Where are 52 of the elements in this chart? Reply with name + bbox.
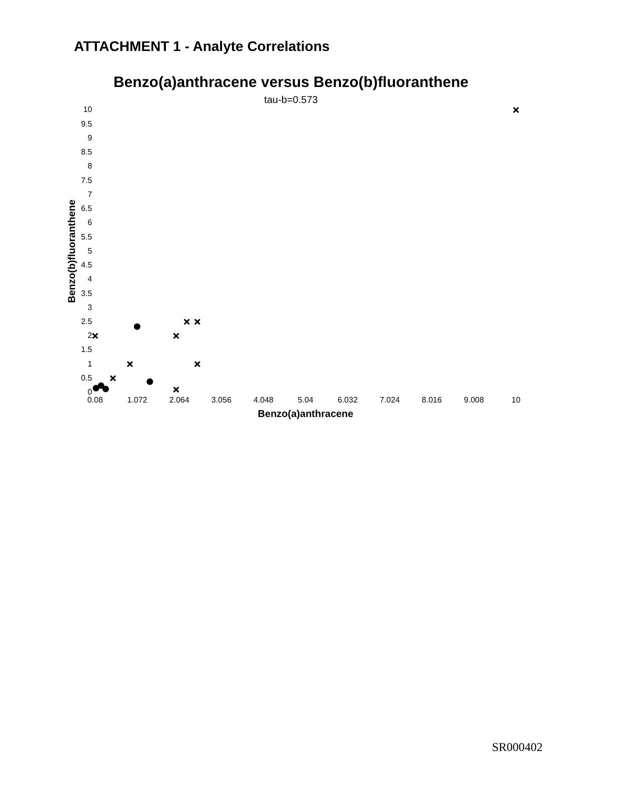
y-tick-label: 4.5 bbox=[80, 260, 93, 270]
y-tick-label: 10 bbox=[83, 105, 93, 114]
x-tick-label: 4.048 bbox=[253, 395, 274, 404]
x-tick-label: 9.008 bbox=[464, 395, 484, 404]
point bbox=[194, 360, 201, 368]
y-tick-label: 7 bbox=[88, 190, 93, 199]
y-tick-label: 5 bbox=[88, 246, 93, 256]
point bbox=[98, 382, 104, 389]
x-tick-label: 3.056 bbox=[211, 395, 232, 404]
point bbox=[92, 332, 98, 340]
y-tick-label: 8 bbox=[88, 162, 93, 171]
point bbox=[134, 323, 140, 330]
point bbox=[184, 318, 190, 326]
y-tick-label: 2.5 bbox=[80, 317, 93, 326]
x-tick-label: 10 bbox=[512, 395, 521, 404]
y-tick-label: 9 bbox=[88, 133, 93, 142]
x-tick-label: 5.04 bbox=[298, 395, 314, 404]
y-tick-label: 1 bbox=[88, 359, 93, 368]
point bbox=[172, 386, 180, 393]
x-tick-label: 0.08 bbox=[87, 395, 104, 404]
text: SR000402 bbox=[492, 740, 543, 755]
y-tick-label: 3.5 bbox=[80, 288, 93, 298]
y-tick-label: 8.5 bbox=[80, 148, 93, 157]
x-tick-label: 1.072 bbox=[127, 395, 148, 404]
text: tau-b=0.573 bbox=[264, 94, 318, 106]
point bbox=[102, 386, 109, 392]
x-tick-label: 7.024 bbox=[380, 395, 400, 404]
point bbox=[110, 375, 116, 382]
y-tick-label: 6.5 bbox=[80, 204, 93, 214]
y-tick-label: 4 bbox=[88, 274, 93, 284]
point bbox=[512, 106, 520, 114]
y-tick-label: 7.5 bbox=[80, 176, 93, 185]
y-tick-label: 1.5 bbox=[80, 345, 93, 354]
point bbox=[126, 360, 134, 368]
y-tick-label: 5.5 bbox=[80, 232, 93, 242]
chart-title: Benzo(a)anthracene versus Benzo(b)fluoranthene bbox=[113, 74, 469, 92]
x-tick-label: 2.064 bbox=[169, 395, 190, 404]
y-tick-label: 9.5 bbox=[80, 119, 93, 128]
point bbox=[92, 384, 100, 392]
y-axis-title: Benzo(b)fluoranthene bbox=[66, 199, 78, 303]
y-tick-label: 6 bbox=[88, 218, 93, 228]
point bbox=[194, 318, 201, 326]
y-tick-label: 0 bbox=[88, 388, 93, 397]
text: ATTACHMENT 1 - Analyte Correlations bbox=[74, 38, 330, 54]
x-tick-label: 6.032 bbox=[338, 395, 358, 404]
y-tick-label: 0.5 bbox=[80, 373, 93, 382]
y-tick-label: 2 bbox=[88, 331, 93, 340]
point bbox=[172, 332, 180, 340]
y-tick-label: 3 bbox=[88, 302, 93, 312]
x-tick-label: 8.016 bbox=[422, 395, 442, 404]
point bbox=[146, 378, 154, 385]
x-axis-title: Benzo(a)anthracene bbox=[258, 408, 354, 420]
